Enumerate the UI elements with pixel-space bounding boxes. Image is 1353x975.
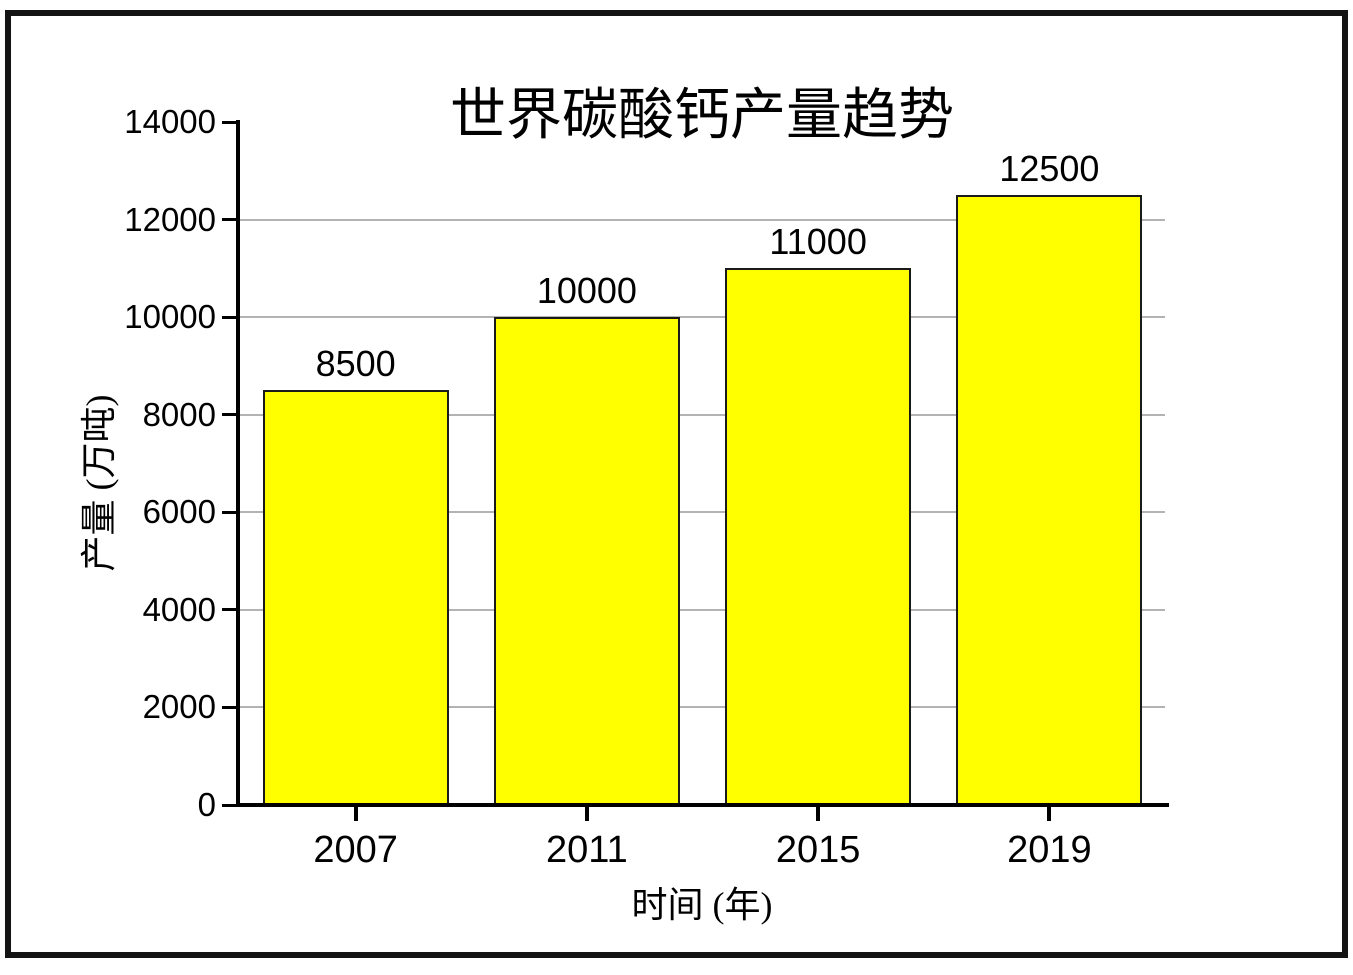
y-axis-line — [236, 120, 240, 807]
x-tick-label-2019: 2019 — [1007, 829, 1092, 871]
x-axis-line — [236, 803, 1169, 807]
gridline-10000 — [240, 316, 1165, 319]
gridline-2000 — [240, 706, 1165, 709]
bar-2019 — [956, 195, 1143, 807]
y-tick-label-10000: 10000 — [124, 298, 216, 336]
x-tick-mark-2019 — [1047, 807, 1052, 821]
y-tick-label-14000: 14000 — [124, 103, 216, 140]
gridline-8000 — [240, 413, 1165, 416]
y-tick-label-4000: 4000 — [142, 590, 216, 628]
y-tick-mark-12000 — [222, 218, 236, 222]
y-axis-title: 产量 (万吨) — [79, 394, 119, 572]
y-tick-mark-10000 — [222, 315, 236, 319]
gridline-12000 — [240, 218, 1165, 221]
y-tick-label-0: 0 — [197, 786, 216, 823]
x-tick-mark-2007 — [353, 807, 358, 821]
y-tick-mark-2000 — [222, 705, 236, 709]
x-tick-mark-2015 — [816, 807, 821, 821]
bar-value-label-2015: 11000 — [769, 221, 867, 263]
bar-2011 — [493, 317, 680, 807]
x-tick-mark-2011 — [584, 807, 589, 821]
y-tick-label-6000: 6000 — [142, 493, 216, 531]
y-tick-mark-4000 — [222, 608, 236, 612]
bar-value-label-2011: 10000 — [536, 270, 637, 312]
x-tick-label-2015: 2015 — [775, 829, 861, 871]
bar-value-label-2019: 12500 — [999, 148, 1100, 190]
y-tick-label-8000: 8000 — [142, 395, 216, 433]
bar-value-label-2007: 8500 — [315, 343, 396, 385]
bar-2015 — [725, 268, 912, 807]
gridline-4000 — [240, 608, 1165, 611]
y-tick-label-2000: 2000 — [142, 688, 216, 726]
bar-2007 — [262, 390, 449, 807]
x-tick-label-2007: 2007 — [313, 829, 398, 871]
y-tick-mark-8000 — [222, 413, 236, 417]
y-tick-mark-6000 — [222, 510, 236, 514]
y-tick-mark-0 — [222, 803, 236, 807]
x-axis-title: 时间 (年) — [631, 885, 773, 925]
x-tick-label-2011: 2011 — [546, 829, 628, 871]
y-tick-label-12000: 12000 — [124, 200, 216, 238]
y-tick-mark-14000 — [222, 120, 236, 124]
gridline-6000 — [240, 511, 1165, 514]
chart-title: 世界碳酸钙产量趋势 — [450, 85, 954, 147]
